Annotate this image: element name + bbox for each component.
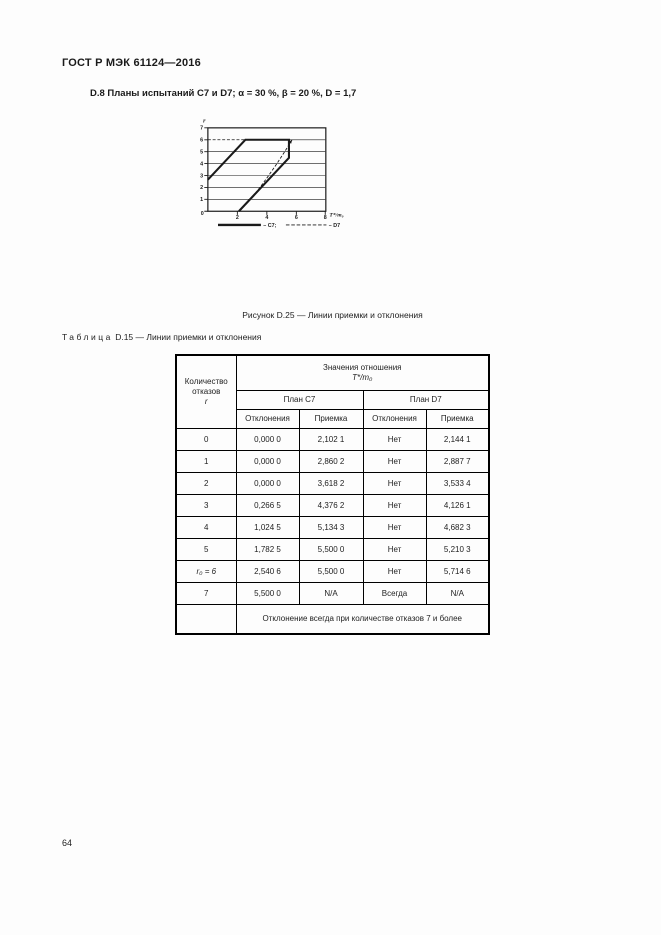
tick-labels: 7 6 5 4 3 2 1 0 2 4 6 8: [200, 126, 327, 221]
svg-text:2: 2: [236, 215, 239, 221]
cell-c7-accept: 4,376 2: [298, 494, 364, 517]
cell-d7-accept: 4,126 1: [425, 494, 490, 517]
cell-d7-reject: Нет: [362, 560, 427, 583]
cell-d7-accept: 3,533 4: [425, 472, 490, 495]
ratio-values-symbol: T*/m₀: [352, 373, 373, 382]
c7-boundary-line: [207, 138, 290, 212]
cell-failures: 3: [175, 494, 237, 517]
table-row: 2 0,000 0 3,618 2 Нет 3,533 4: [175, 472, 490, 495]
cell-d7-reject: Нет: [362, 516, 427, 539]
header-c7-rejection: Отклонения: [235, 409, 300, 429]
failures-symbol: r: [204, 397, 208, 406]
svg-text:1: 1: [200, 197, 203, 203]
legend-d7-label: – D7: [329, 223, 340, 229]
cell-d7-accept: 5,210 3: [425, 538, 490, 561]
cell-d7-accept: 2,887 7: [425, 450, 490, 473]
header-plan-d7: План D7: [362, 390, 490, 410]
cell-c7-accept: N/A: [298, 582, 364, 605]
cell-failures: 7: [175, 582, 237, 605]
cell-c7-accept: 5,500 0: [298, 538, 364, 561]
cell-failures: 4: [175, 516, 237, 539]
table-row: 3 0,266 5 4,376 2 Нет 4,126 1: [175, 494, 490, 517]
svg-text:4: 4: [200, 161, 203, 167]
cell-c7-reject: 5,500 0: [235, 582, 300, 605]
svg-text:6: 6: [200, 138, 203, 144]
svg-text:6: 6: [295, 215, 298, 221]
cell-failures: r₀ = 6: [175, 560, 237, 583]
cell-failures: 5: [175, 538, 237, 561]
header-d7-acceptance: Приемка: [425, 409, 490, 429]
y-axis-label: r: [203, 118, 206, 124]
d7-acceptance-line: [239, 139, 293, 212]
header-c7-acceptance: Приемка: [298, 409, 364, 429]
table-d15: Количество отказов r Значения отношения …: [175, 354, 491, 635]
svg-text:3: 3: [200, 173, 203, 179]
table-row: 5 1,782 5 5,500 0 Нет 5,210 3: [175, 538, 490, 561]
svg-text:4: 4: [265, 215, 268, 221]
empty-footnote-cell: [175, 604, 237, 635]
table-title-rest: D.15 — Линии приемки и отклонения: [115, 332, 262, 342]
cell-c7-reject: 1,024 5: [235, 516, 300, 539]
cell-d7-accept: 2,144 1: [425, 428, 490, 451]
cell-d7-reject: Всегда: [362, 582, 427, 605]
header-failures-count: Количество отказов r: [175, 354, 237, 429]
cell-c7-reject: 1,782 5: [235, 538, 300, 561]
table-footnote: Отклонение всегда при количестве отказов…: [235, 604, 490, 635]
document-header: ГОСТ Р МЭК 61124—2016: [62, 57, 201, 69]
cell-c7-accept: 5,134 3: [298, 516, 364, 539]
table-row: 7 5,500 0 N/A Всегда N/A: [175, 582, 490, 605]
figure-d25-chart: 7 6 5 4 3 2 1 0 2 4 6 8 r T*/m₀ – C7; – …: [200, 118, 344, 229]
figure-caption: Рисунок D.25 — Линии приемки и отклонени…: [242, 310, 423, 320]
table-title: Таблица D.15 — Линии приемки и отклонени…: [62, 332, 261, 342]
cell-d7-accept: 5,714 6: [425, 560, 490, 583]
cell-c7-accept: 2,860 2: [298, 450, 364, 473]
cell-d7-reject: Нет: [362, 450, 427, 473]
failures-header-text: Количество отказов: [184, 377, 228, 396]
axis-ticks: [204, 127, 326, 215]
cell-c7-reject: 0,000 0: [235, 472, 300, 495]
table-title-word: Таблица: [62, 332, 113, 342]
cell-d7-reject: Нет: [362, 428, 427, 451]
svg-text:2: 2: [200, 185, 203, 191]
chart-legend: – C7; – D7: [218, 223, 340, 229]
table-row: 1 0,000 0 2,860 2 Нет 2,887 7: [175, 450, 490, 473]
cell-c7-accept: 2,102 1: [298, 428, 364, 451]
cell-c7-accept: 3,618 2: [298, 472, 364, 495]
gridlines: [208, 139, 326, 200]
header-ratio-values: Значения отношения T*/m₀: [235, 354, 490, 391]
legend-c7-label: – C7;: [263, 223, 276, 229]
cell-d7-reject: Нет: [362, 472, 427, 495]
header-d7-rejection: Отклонения: [362, 409, 427, 429]
cell-failures: 2: [175, 472, 237, 495]
svg-text:5: 5: [200, 149, 203, 155]
svg-text:0: 0: [201, 211, 204, 217]
table-row: 4 1,024 5 5,134 3 Нет 4,682 3: [175, 516, 490, 539]
x-axis-label: T*/m₀: [329, 212, 343, 219]
table-row: r₀ = 6 2,540 6 5,500 0 Нет 5,714 6: [175, 560, 490, 583]
svg-text:7: 7: [200, 126, 203, 132]
d7-arrowhead: [288, 139, 293, 144]
svg-text:8: 8: [324, 215, 327, 221]
section-heading: D.8 Планы испытаний С7 и D7; α = 30 %, β…: [90, 88, 357, 99]
ratio-values-text: Значения отношения: [323, 363, 402, 372]
cell-failures: 1: [175, 450, 237, 473]
cell-c7-reject: 2,540 6: [235, 560, 300, 583]
cell-d7-accept: N/A: [425, 582, 490, 605]
cell-c7-reject: 0,266 5: [235, 494, 300, 517]
header-plan-c7: План С7: [235, 390, 364, 410]
cell-d7-reject: Нет: [362, 494, 427, 517]
cell-d7-reject: Нет: [362, 538, 427, 561]
page-number: 64: [62, 838, 73, 848]
cell-d7-accept: 4,682 3: [425, 516, 490, 539]
cell-c7-reject: 0,000 0: [235, 450, 300, 473]
cell-failures: 0: [175, 428, 237, 451]
table-row: 0 0,000 0 2,102 1 Нет 2,144 1: [175, 428, 490, 451]
cell-c7-reject: 0,000 0: [235, 428, 300, 451]
cell-c7-accept: 5,500 0: [298, 560, 364, 583]
